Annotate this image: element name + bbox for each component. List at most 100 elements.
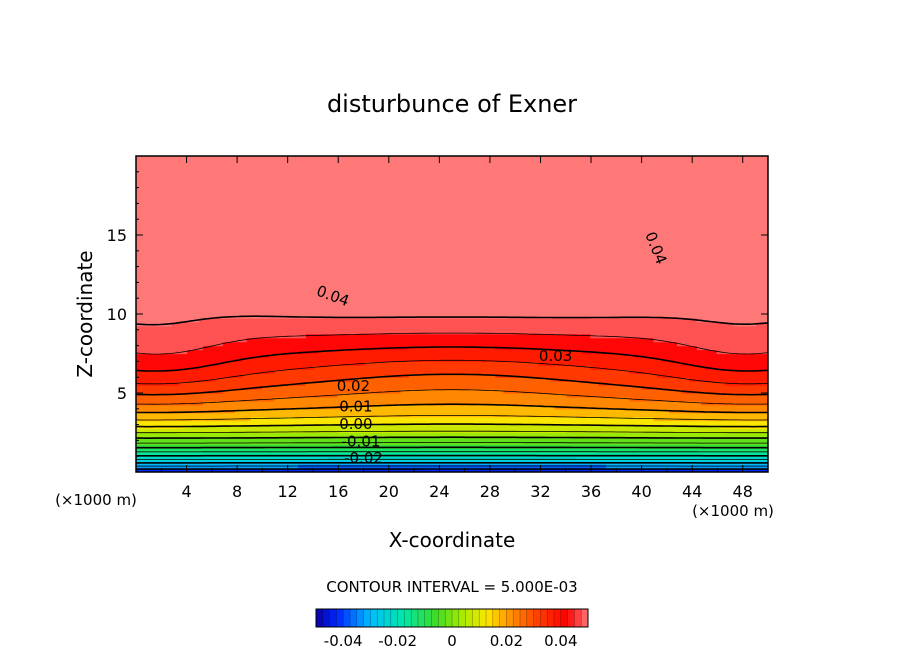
contour-fill-cell <box>515 369 520 374</box>
contour-fill-cell <box>384 468 390 472</box>
contour-fill-cell <box>558 400 564 406</box>
contour-fill-cell <box>317 408 323 414</box>
contour-fill-cell <box>155 404 161 410</box>
contour-fill-cell <box>136 377 141 382</box>
contour-fill-cell <box>523 349 528 355</box>
contour-fill-cell <box>487 404 493 410</box>
contour-fill-cell <box>677 373 682 378</box>
contour-fill-cell <box>764 420 768 426</box>
contour-fill-cell <box>155 353 161 359</box>
contour-fill-cell <box>712 389 718 394</box>
contour-fill-cell <box>542 396 548 402</box>
contour-fill-cell <box>179 373 184 378</box>
contour-fill-cell <box>542 353 548 359</box>
contour-fill-cell <box>254 361 260 366</box>
contour-fill-cell <box>487 412 493 418</box>
contour-fill-cell <box>752 428 757 434</box>
contour-fill-cell <box>270 400 275 406</box>
contour-fill-cell <box>645 365 651 370</box>
contour-fill-cell <box>369 396 374 402</box>
contour-fill-cell <box>566 377 572 382</box>
contour-fill-cell <box>404 416 410 422</box>
contour-fill-cell <box>215 377 220 382</box>
contour-fill-cell <box>503 369 508 374</box>
contour-fill-cell <box>487 393 493 398</box>
contour-fill-cell <box>238 420 244 426</box>
contour-fill-cell <box>420 432 425 438</box>
contour-fill-cell <box>613 432 619 438</box>
contour-fill-cell <box>187 349 192 355</box>
contour-fill-cell <box>700 396 706 402</box>
contour-fill-cell <box>633 400 639 406</box>
contour-fill-cell <box>665 468 670 472</box>
contour-fill-cell <box>365 412 370 418</box>
contour-fill-cell <box>712 444 718 449</box>
contour-fill-cell <box>617 452 623 457</box>
contour-fill-cell <box>653 365 658 370</box>
contour-fill-cell <box>538 393 544 398</box>
contour-fill-cell <box>250 353 256 359</box>
contour-fill-cell <box>230 373 236 378</box>
contour-fill-cell <box>329 389 335 394</box>
contour-fill-cell <box>483 377 489 382</box>
contour-fill-cell <box>187 381 192 386</box>
contour-fill-cell <box>756 377 761 382</box>
contour-fill-cell <box>187 408 192 414</box>
contour-fill-cell <box>305 396 311 402</box>
contour-fill-cell <box>752 349 757 355</box>
contour-fill-cell <box>313 408 319 414</box>
contour-fill-cell <box>562 436 568 441</box>
contour-fill-cell <box>459 349 465 355</box>
contour-fill-cell <box>305 389 311 394</box>
contour-fill-cell <box>444 349 449 355</box>
contour-fill-cell <box>191 444 196 449</box>
contour-fill-cell <box>151 432 157 438</box>
contour-fill-cell <box>515 412 520 418</box>
contour-fill-cell <box>562 373 568 378</box>
contour-fill-cell <box>621 349 627 355</box>
contour-fill-cell <box>661 389 666 394</box>
contour-fill-cell <box>432 424 437 430</box>
contour-fill-cell <box>246 365 252 370</box>
contour-fill-cell <box>728 400 734 406</box>
contour-fill-cell <box>254 408 260 414</box>
contour-fill-cell <box>349 396 354 402</box>
contour-fill-cell <box>744 428 749 434</box>
contour-fill-cell <box>163 404 169 410</box>
contour-fill-cell <box>147 412 153 418</box>
contour-fill-cell <box>412 424 418 430</box>
contour-fill-cell <box>732 357 737 362</box>
contour-fill-cell <box>740 404 745 410</box>
contour-fill-cell <box>199 389 204 394</box>
contour-fill-cell <box>191 432 196 438</box>
contour-fill-cell <box>566 373 572 378</box>
contour-fill-cell <box>452 349 457 355</box>
contour-fill-cell <box>321 377 327 382</box>
contour-fill-cell <box>290 389 295 394</box>
contour-fill-cell <box>353 353 358 359</box>
contour-fill-cell <box>645 404 651 410</box>
contour-fill-cell <box>546 448 552 453</box>
contour-fill-cell <box>376 420 382 426</box>
contour-fill-cell <box>606 353 611 359</box>
contour-fill-cell <box>226 400 232 406</box>
contour-fill-cell <box>487 420 493 426</box>
contour-fill-cell <box>175 373 181 378</box>
contour-fill-cell <box>329 420 335 426</box>
contour-fill-cell <box>313 365 319 370</box>
contour-fill-cell <box>139 357 145 362</box>
contour-fill-cell <box>337 416 342 422</box>
contour-fill-cell <box>736 428 741 434</box>
contour-fill-cell <box>444 369 449 374</box>
contour-fill-cell <box>258 373 263 378</box>
contour-fill-cell <box>376 357 382 362</box>
contour-fill-cell <box>570 416 576 422</box>
contour-fill-cell <box>471 404 477 410</box>
contour-fill-cell <box>373 353 378 359</box>
contour-fill-cell <box>550 400 556 406</box>
contour-fill-cell <box>191 389 196 394</box>
contour-fill-cell <box>171 444 177 449</box>
contour-fill-cell <box>187 416 192 422</box>
contour-fill-cell <box>487 349 493 355</box>
contour-fill-cell <box>262 357 267 362</box>
